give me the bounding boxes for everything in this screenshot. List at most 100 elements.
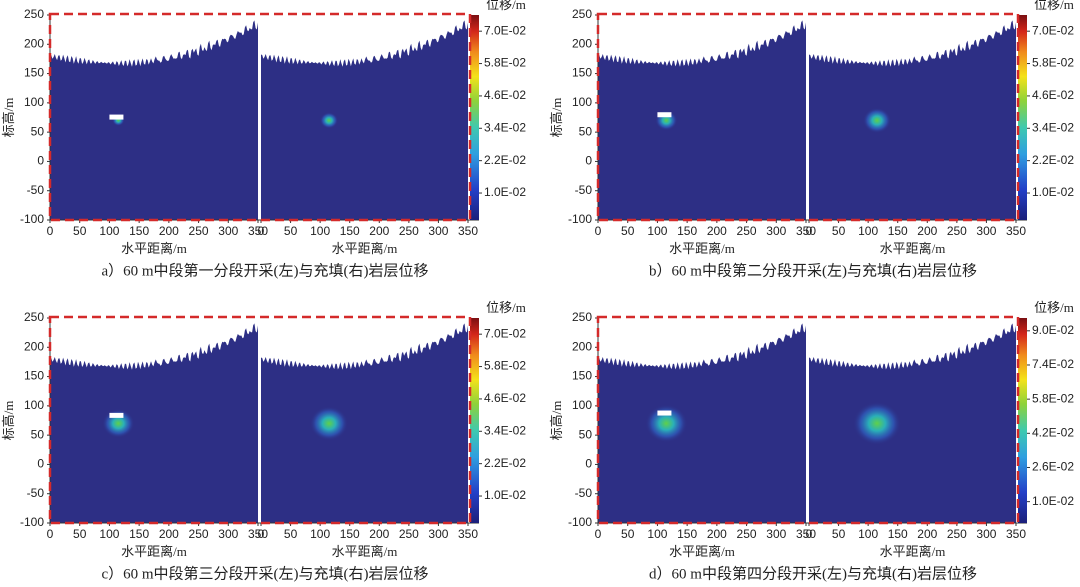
rock-mass <box>50 20 258 221</box>
y-tick-label: 50 <box>31 124 45 138</box>
y-tick-label: 0 <box>585 154 592 168</box>
colorbar-tick-label: 2.2E-02 <box>484 456 526 470</box>
x-tick-label: 50 <box>621 527 635 541</box>
colorbar <box>1018 318 1027 523</box>
colorbar-tick-label: 2.6E-02 <box>1032 460 1074 474</box>
colorbar-tick-label: 5.8E-02 <box>1032 56 1074 70</box>
x-tick-label: 100 <box>310 224 330 238</box>
x-tick-label: 150 <box>340 224 360 238</box>
y-tick-label: 100 <box>24 95 44 109</box>
caption: c）60 m中段第三分段开采(左)与充填(右)岩层位移 <box>101 564 428 582</box>
x-tick-label: 300 <box>976 224 996 238</box>
y-tick-label: 50 <box>31 427 45 441</box>
x-tick-label: 200 <box>707 224 727 238</box>
x-tick-label: 100 <box>99 527 119 541</box>
x-tick-label: 50 <box>284 527 298 541</box>
x-tick-label: 300 <box>976 527 996 541</box>
displacement-zone <box>645 404 688 443</box>
y-tick-label: 150 <box>572 369 592 383</box>
y-tick-label: -100 <box>568 515 592 529</box>
highlight-box <box>596 12 1020 222</box>
x-tick-label: 350 <box>458 224 478 238</box>
x-tick-label: 250 <box>189 224 209 238</box>
colorbar-tick-label: 3.4E-02 <box>1032 120 1074 134</box>
x-tick-label: 300 <box>218 224 238 238</box>
colorbar <box>1018 15 1027 220</box>
x-tick-label: 150 <box>677 224 697 238</box>
y-tick-label: 150 <box>24 369 44 383</box>
x-axis-label: 水平距离/m <box>121 544 187 559</box>
x-tick-label: 300 <box>766 224 786 238</box>
y-axis-label: 标高/m <box>1 401 16 441</box>
x-tick-label: 350 <box>458 527 478 541</box>
x-tick-label: 150 <box>340 527 360 541</box>
rock-mass <box>50 323 258 523</box>
x-tick-label: 50 <box>73 527 87 541</box>
y-tick-label: 250 <box>572 7 592 21</box>
x-tick-label: 350 <box>796 527 816 541</box>
y-tick-label: -50 <box>575 183 593 197</box>
y-tick-label: -50 <box>27 183 45 197</box>
x-axis-label: 水平距离/m <box>669 241 735 256</box>
x-tick-label: 50 <box>832 527 846 541</box>
x-axis-label: 水平距离/m <box>332 241 398 256</box>
x-axis-label: 水平距离/m <box>669 544 735 559</box>
y-tick-label: 100 <box>572 398 592 412</box>
colorbar-label: 位移/m <box>1034 0 1074 12</box>
x-tick-label: 350 <box>1006 527 1026 541</box>
x-tick-label: 250 <box>399 527 419 541</box>
x-tick-label: 200 <box>369 224 389 238</box>
rock-mass <box>261 323 468 523</box>
x-tick-label: 50 <box>73 224 87 238</box>
y-tick-label: 250 <box>572 310 592 324</box>
colorbar-tick-label: 7.4E-02 <box>1032 357 1074 371</box>
x-tick-label: 250 <box>399 224 419 238</box>
colorbar-tick-label: 9.0E-02 <box>1032 323 1074 337</box>
y-tick-label: 200 <box>572 339 592 353</box>
rock-mass <box>809 323 1016 523</box>
x-tick-label: 200 <box>159 224 179 238</box>
colorbar-label: 位移/m <box>1034 300 1074 315</box>
x-tick-label: 150 <box>888 527 908 541</box>
displacement-zone <box>853 401 902 446</box>
x-tick-label: 150 <box>129 527 149 541</box>
panel: 0 50 100 150 200 250 300 350 水平距离/m 0 50 100 150 200 2… <box>549 0 1074 279</box>
colorbar-tick-label: 4.6E-02 <box>484 88 526 102</box>
y-tick-label: 50 <box>579 124 593 138</box>
y-tick-label: 0 <box>585 457 592 471</box>
caption: b）60 m中段第二分段开采(左)与充填(右)岩层位移 <box>649 261 977 279</box>
colorbar-tick-label: 1.0E-02 <box>1032 494 1074 508</box>
colorbar-tick-label: 3.4E-02 <box>484 423 526 437</box>
colorbar-tick-label: 1.0E-02 <box>1032 185 1074 199</box>
x-tick-label: 100 <box>647 527 667 541</box>
x-tick-label: 350 <box>248 224 268 238</box>
x-tick-label: 100 <box>858 527 878 541</box>
rock-mass <box>598 20 806 221</box>
colorbar-tick-label: 1.0E-02 <box>484 488 526 502</box>
x-tick-label: 200 <box>159 527 179 541</box>
stope-opening <box>109 412 124 418</box>
x-tick-label: 200 <box>917 224 937 238</box>
x-tick-label: 300 <box>428 527 448 541</box>
displacement-zone <box>310 406 349 441</box>
highlight-box <box>48 315 472 525</box>
x-axis-label: 水平距离/m <box>880 241 946 256</box>
y-tick-label: 250 <box>24 310 44 324</box>
x-tick-label: 200 <box>707 527 727 541</box>
x-tick-label: 0 <box>258 224 265 238</box>
colorbar-tick-label: 2.2E-02 <box>484 153 526 167</box>
x-tick-label: 100 <box>858 224 878 238</box>
x-tick-label: 100 <box>310 527 330 541</box>
x-tick-label: 150 <box>129 224 149 238</box>
y-tick-label: 200 <box>24 36 44 50</box>
y-tick-label: 150 <box>24 66 44 80</box>
y-tick-label: -100 <box>20 212 44 226</box>
y-tick-label: 200 <box>572 36 592 50</box>
panel: 0 50 100 150 200 250 300 350 水平距离/m 0 50 100 150 200 2… <box>1 0 526 279</box>
rock-mass <box>261 20 468 221</box>
x-tick-label: 250 <box>737 224 757 238</box>
y-tick-label: -50 <box>575 486 593 500</box>
rock-mass <box>809 20 1016 221</box>
stope-opening <box>657 112 672 118</box>
